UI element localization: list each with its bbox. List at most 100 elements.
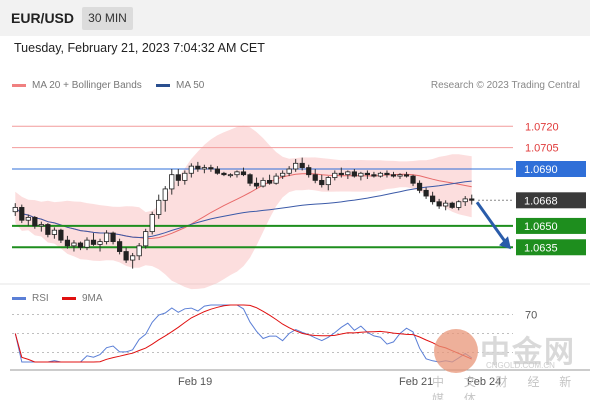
ma20-swatch [12,84,26,87]
candle-body [45,224,51,235]
candle-body [201,167,207,170]
candle-body [377,172,384,177]
candle-body [71,242,77,247]
candle-body [116,241,123,252]
candle-body [247,174,253,184]
candle-body [364,172,371,176]
rsi-label: RSI [32,293,49,304]
pair-title: EUR/USD [11,10,75,26]
candle-body [38,224,44,227]
level-label-2: 1.0690 [524,164,558,176]
candle-body [162,188,168,201]
x-tick-feb21: Feb 21 [399,376,434,388]
candle-body [77,242,84,248]
candle-body [175,174,181,181]
header-bar: EUR/USD 30 MIN [0,0,590,36]
candle-body [156,199,162,215]
watermark-title: 中金网 [480,335,576,370]
candle-body [227,174,234,177]
candle-body [462,198,468,203]
candle-body [273,175,279,184]
candle-body [280,172,286,177]
ma50-swatch [156,84,170,87]
candle-body [64,239,71,247]
candle-body [423,189,429,197]
candle-body [319,179,325,186]
level-tag-5 [516,239,586,256]
ma9-swatch [62,297,76,300]
candle-body [403,174,410,177]
candle-body [443,202,449,207]
candle-body [384,172,390,176]
candle-body [110,232,116,242]
timestamp: Tuesday, February 21, 2023 7:04:32 AM CE… [14,41,265,55]
candle-body [123,251,129,261]
candle-body [430,195,436,203]
rsi-level-70: 70 [525,310,537,322]
candle-body [19,207,25,221]
level-tag-3 [516,192,586,209]
candle-body [371,174,377,177]
candle-body [149,214,155,233]
level-label-0: 1.0720 [525,121,559,133]
level-label-3: 1.0668 [524,195,558,207]
candle-body [221,172,227,176]
candle-body [195,165,201,170]
candle-body [351,171,357,177]
candle-body [51,229,57,235]
timeframe-button[interactable]: 30 MIN [82,7,133,30]
candle-body [240,171,247,176]
ma50-line [14,180,472,239]
candle-body [208,167,214,170]
level-tag-2 [516,161,586,177]
x-tick-feb24: Feb 24 [467,376,502,388]
forecast-arrow-head [499,236,511,250]
rsi-ma-line [14,304,472,363]
candle-body [299,162,305,168]
rsi-swatch [12,297,26,300]
candle-body [286,168,292,174]
candle-body [266,179,273,184]
watermark-logo-icon [434,329,478,373]
watermark-tagline: 中 文 财 经 新 媒 体 [432,375,580,400]
candle-body [32,216,38,227]
candle-body [260,179,266,187]
candle-body [130,255,136,261]
legend-rsi: RSI [12,293,49,304]
level-label-4: 1.0650 [524,221,558,233]
candle-body [358,172,364,177]
level-label-5: 1.0635 [524,242,558,254]
legend-ma50: MA 50 [156,80,204,91]
ma20-label: MA 20 + Bollinger Bands [32,80,142,91]
candle-body [25,216,31,221]
candle-body [143,231,149,247]
candle-body [169,174,175,190]
candle-body [182,172,188,181]
candle-body [456,201,462,208]
rsi-line [14,304,472,363]
candle-body [136,245,142,257]
ma50-label: MA 50 [176,80,205,91]
candle-body [293,162,299,170]
candle-body [390,174,397,177]
candle-body [12,207,18,213]
candle-body [90,239,97,245]
candle-body [416,182,423,191]
candle-body [97,241,103,245]
candle-body [253,182,260,187]
candle-body [234,171,240,176]
candle-body [214,168,221,174]
candle-body [469,198,475,201]
candle-body [325,177,331,186]
candle-body [84,239,90,248]
candle-body [449,202,455,208]
credit-text: Research © 2023 Trading Central [430,80,580,91]
forecast-arrow [475,201,509,246]
legend-9ma: 9MA [62,293,103,304]
candle-body [58,229,64,241]
level-label-1: 1.0705 [525,143,559,155]
bollinger-band [15,125,472,290]
candle-body [410,175,416,184]
